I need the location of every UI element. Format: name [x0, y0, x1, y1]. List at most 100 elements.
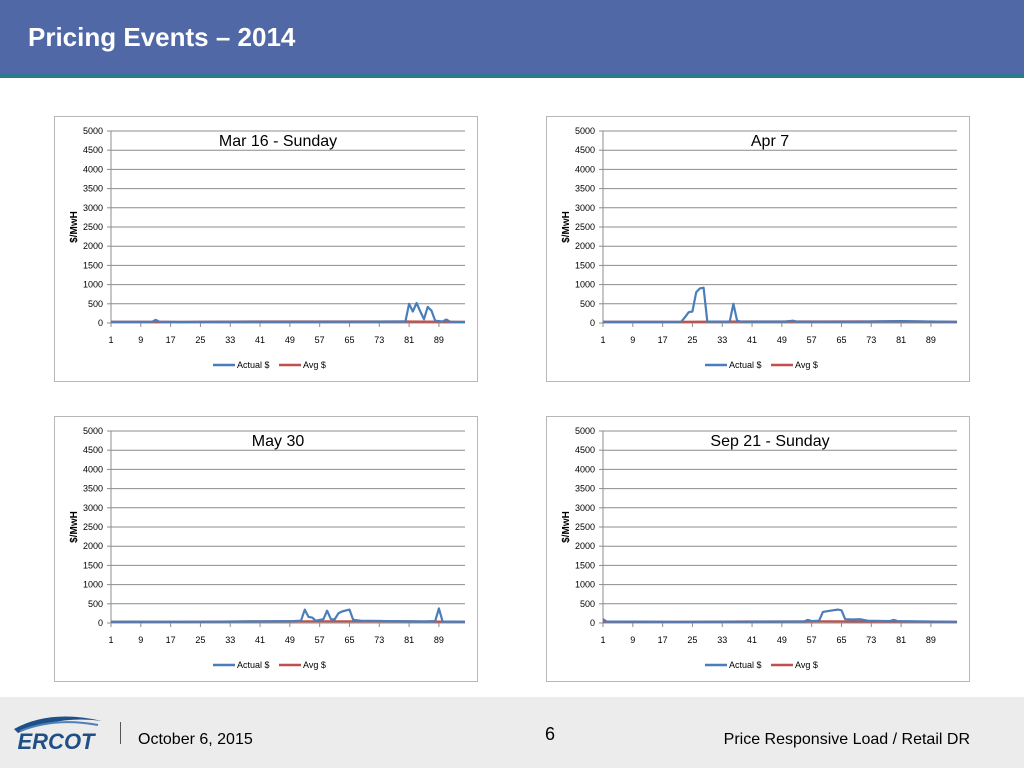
x-tick-label: 73	[374, 335, 384, 345]
y-tick-label: 3500	[575, 184, 595, 194]
y-tick-label: 2500	[83, 522, 103, 532]
y-tick-label: 500	[88, 299, 103, 309]
legend-label: Avg $	[795, 360, 818, 370]
x-tick-label: 41	[255, 635, 265, 645]
slide-title-bar: Pricing Events – 2014	[0, 0, 1024, 78]
x-tick-label: 57	[807, 635, 817, 645]
y-tick-label: 4500	[575, 445, 595, 455]
y-tick-label: 3000	[575, 503, 595, 513]
y-tick-label: 0	[98, 618, 103, 628]
y-tick-label: 4500	[575, 145, 595, 155]
x-tick-label: 17	[658, 635, 668, 645]
legend-label: Actual $	[237, 360, 270, 370]
footer-date: October 6, 2015	[138, 731, 253, 748]
y-tick-label: 2500	[83, 222, 103, 232]
x-tick-label: 33	[717, 335, 727, 345]
y-tick-label: 1000	[575, 580, 595, 590]
x-tick-label: 33	[225, 335, 235, 345]
x-tick-label: 57	[315, 335, 325, 345]
y-tick-label: 5000	[575, 126, 595, 136]
x-tick-label: 9	[630, 335, 635, 345]
y-tick-label: 3000	[83, 503, 103, 513]
x-tick-label: 17	[658, 335, 668, 345]
y-tick-label: 3500	[575, 484, 595, 494]
y-tick-label: 500	[580, 299, 595, 309]
x-tick-label: 17	[166, 335, 176, 345]
x-tick-label: 89	[434, 635, 444, 645]
x-tick-label: 9	[138, 635, 143, 645]
x-tick-label: 65	[836, 635, 846, 645]
ercot-logo: ERCOT	[10, 707, 105, 762]
chart-panel-mar16: 0 500 1000 1500 2000 2500 3000 3500 4000 4500 5000…	[54, 116, 478, 382]
x-tick-label: 1	[108, 335, 113, 345]
y-tick-label: 3500	[83, 484, 103, 494]
series-line-actual	[602, 608, 958, 623]
y-tick-label: 4000	[575, 464, 595, 474]
x-tick-label: 81	[404, 635, 414, 645]
series-line-actual	[111, 301, 466, 324]
x-tick-label: 57	[315, 635, 325, 645]
x-tick-label: 57	[807, 335, 817, 345]
legend-label: Actual $	[729, 360, 762, 370]
chart-panel-apr7: 0 500 1000 1500 2000 2500 3000 3500 4000 4500 5000…	[546, 116, 970, 382]
y-tick-label: 1000	[575, 280, 595, 290]
footer-divider	[120, 722, 121, 744]
legend-label: Actual $	[729, 660, 762, 670]
y-tick-label: 4000	[575, 164, 595, 174]
y-tick-label: 2000	[575, 241, 595, 251]
y-tick-label: 1500	[575, 560, 595, 570]
y-tick-label: 1000	[83, 580, 103, 590]
page-number: 6	[545, 724, 556, 744]
x-tick-label: 49	[777, 335, 787, 345]
y-tick-label: 2000	[83, 241, 103, 251]
y-tick-label: 3000	[575, 203, 595, 213]
y-tick-label: 500	[580, 599, 595, 609]
y-tick-label: 1500	[83, 560, 103, 570]
chart-panel-may30: 0 500 1000 1500 2000 2500 3000 3500 4000 4500 5000…	[54, 416, 478, 682]
x-tick-label: 81	[404, 335, 414, 345]
y-tick-label: 0	[590, 618, 595, 628]
x-tick-label: 89	[926, 635, 936, 645]
slide-title: Pricing Events – 2014	[28, 22, 296, 52]
legend-label: Avg $	[795, 660, 818, 670]
x-tick-label: 73	[866, 635, 876, 645]
y-tick-label: 3500	[83, 184, 103, 194]
x-tick-label: 25	[195, 335, 205, 345]
y-tick-label: 0	[98, 318, 103, 328]
x-tick-label: 25	[195, 635, 205, 645]
x-tick-label: 65	[836, 335, 846, 345]
y-tick-label: 2000	[575, 541, 595, 551]
chart-title: Mar 16 - Sunday	[219, 133, 337, 150]
y-tick-label: 5000	[575, 426, 595, 436]
x-tick-label: 17	[166, 635, 176, 645]
y-tick-label: 0	[590, 318, 595, 328]
chart-title: Sep 21 - Sunday	[710, 433, 829, 450]
chart-panel-sep21: 0 500 1000 1500 2000 2500 3000 3500 4000 4500 5000…	[546, 416, 970, 682]
x-tick-label: 73	[866, 335, 876, 345]
y-axis-label: $/MwH	[69, 511, 80, 543]
x-tick-label: 1	[600, 335, 605, 345]
x-tick-label: 41	[747, 635, 757, 645]
y-tick-label: 4000	[83, 464, 103, 474]
chart-apr7: 0 500 1000 1500 2000 2500 3000 3500 4000 4500 5000…	[561, 126, 958, 370]
x-tick-label: 25	[687, 335, 697, 345]
y-tick-label: 4000	[83, 164, 103, 174]
y-tick-label: 2500	[575, 222, 595, 232]
series-line-actual	[603, 286, 958, 323]
y-tick-label: 5000	[83, 426, 103, 436]
x-tick-label: 49	[777, 635, 787, 645]
y-tick-label: 2500	[575, 522, 595, 532]
legend-label: Actual $	[237, 660, 270, 670]
y-tick-label: 2000	[83, 541, 103, 551]
chart-mar16: 0 500 1000 1500 2000 2500 3000 3500 4000 4500 5000…	[69, 126, 466, 370]
x-tick-label: 41	[747, 335, 757, 345]
y-tick-label: 500	[88, 599, 103, 609]
x-tick-label: 49	[285, 335, 295, 345]
footer-right-text: Price Responsive Load / Retail DR	[723, 731, 970, 748]
y-axis-label: $/MwH	[561, 211, 572, 243]
chart-sep21: 0 500 1000 1500 2000 2500 3000 3500 4000 4500 5000…	[561, 426, 958, 670]
x-tick-label: 9	[138, 335, 143, 345]
y-axis-label: $/MwH	[561, 511, 572, 543]
x-tick-label: 65	[344, 335, 354, 345]
y-tick-label: 5000	[83, 126, 103, 136]
